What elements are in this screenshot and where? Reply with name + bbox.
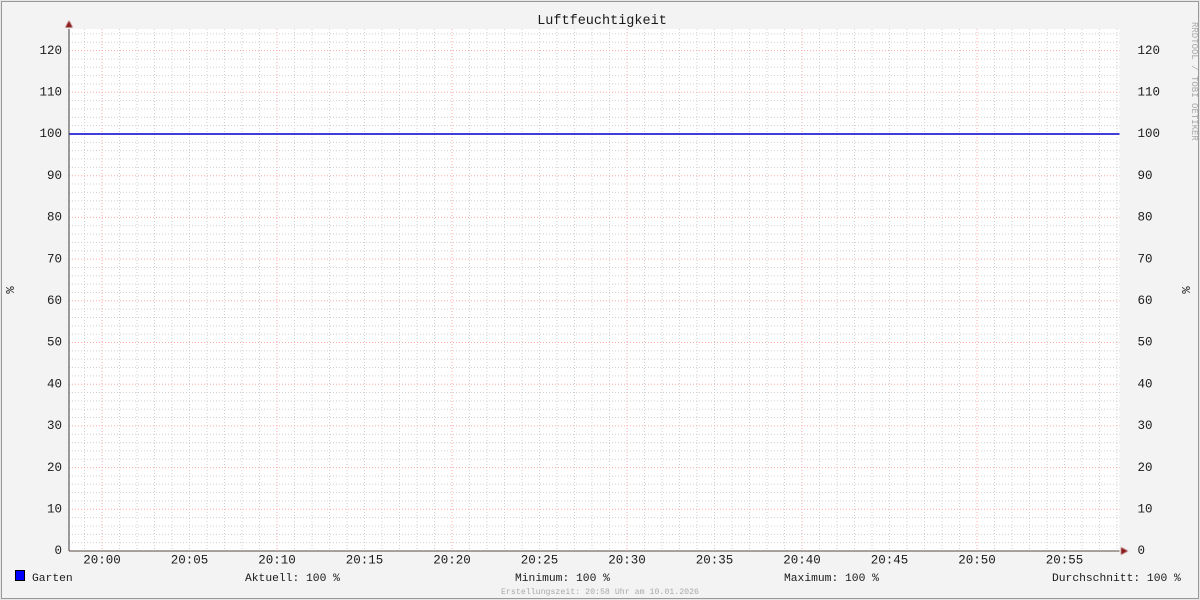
svg-text:10: 10 <box>47 503 62 517</box>
svg-text:20:30: 20:30 <box>608 554 646 568</box>
svg-text:Luftfeuchtigkeit: Luftfeuchtigkeit <box>537 14 667 29</box>
svg-text:120: 120 <box>39 44 62 58</box>
svg-text:20:55: 20:55 <box>1046 554 1084 568</box>
svg-text:50: 50 <box>1138 336 1153 350</box>
svg-text:40: 40 <box>1138 377 1153 391</box>
svg-text:20:05: 20:05 <box>171 554 209 568</box>
svg-text:30: 30 <box>1138 419 1153 433</box>
svg-text:50: 50 <box>47 336 62 350</box>
svg-text:%: % <box>1180 286 1194 294</box>
svg-text:110: 110 <box>39 86 62 100</box>
svg-text:80: 80 <box>1138 211 1153 225</box>
svg-text:20:20: 20:20 <box>433 554 471 568</box>
svg-text:20:45: 20:45 <box>871 554 909 568</box>
svg-text:60: 60 <box>47 294 62 308</box>
svg-text:60: 60 <box>1138 294 1153 308</box>
svg-text:20:15: 20:15 <box>346 554 384 568</box>
svg-text:100: 100 <box>39 127 62 141</box>
svg-text:90: 90 <box>1138 169 1153 183</box>
svg-text:70: 70 <box>1138 252 1153 266</box>
svg-text:20:00: 20:00 <box>83 554 121 568</box>
svg-text:40: 40 <box>47 377 62 391</box>
svg-text:20: 20 <box>47 461 62 475</box>
svg-text:10: 10 <box>1138 503 1153 517</box>
svg-text:20:10: 20:10 <box>258 554 296 568</box>
svg-text:120: 120 <box>1138 44 1161 58</box>
svg-text:20:25: 20:25 <box>521 554 559 568</box>
svg-text:20:40: 20:40 <box>783 554 821 568</box>
svg-text:30: 30 <box>47 419 62 433</box>
svg-text:70: 70 <box>47 252 62 266</box>
svg-text:%: % <box>4 286 18 294</box>
svg-text:80: 80 <box>47 211 62 225</box>
svg-text:20: 20 <box>1138 461 1153 475</box>
svg-text:110: 110 <box>1138 86 1161 100</box>
svg-text:20:35: 20:35 <box>696 554 734 568</box>
svg-text:0: 0 <box>54 544 62 558</box>
svg-text:RRDTOOL / TOBI OETIKER: RRDTOOL / TOBI OETIKER <box>1189 22 1198 141</box>
svg-text:20:50: 20:50 <box>958 554 996 568</box>
svg-text:90: 90 <box>47 169 62 183</box>
svg-text:100: 100 <box>1138 127 1161 141</box>
svg-text:0: 0 <box>1138 544 1146 558</box>
